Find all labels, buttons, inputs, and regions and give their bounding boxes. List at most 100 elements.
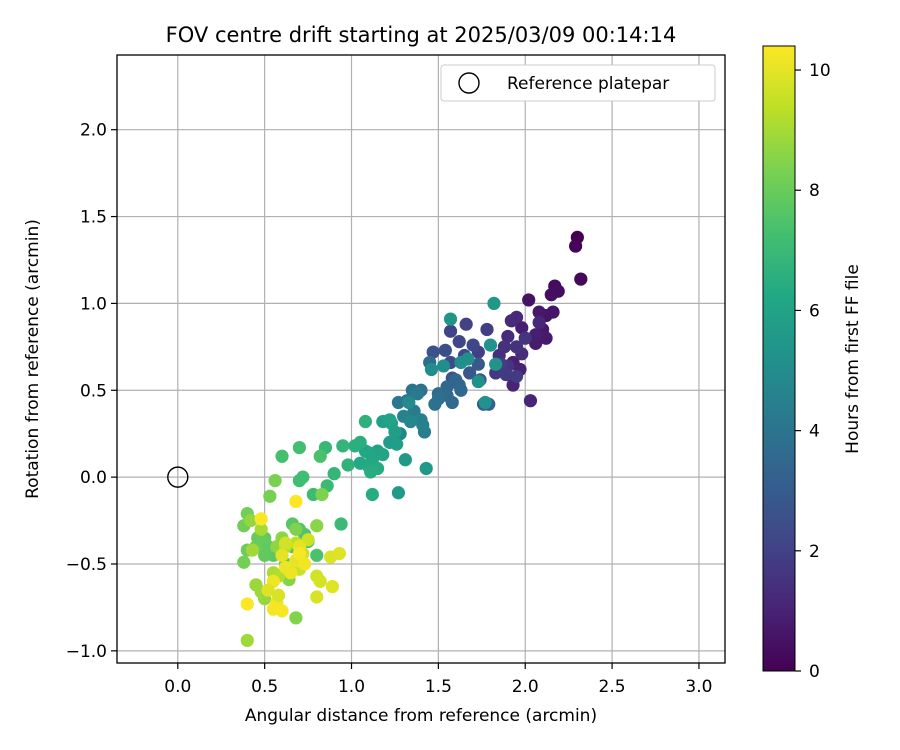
data-point [240, 597, 254, 611]
data-point [240, 633, 254, 648]
data-point [497, 340, 511, 354]
legend: Reference platepar [440, 64, 716, 102]
data-point [449, 373, 463, 387]
data-point [263, 489, 277, 503]
data-point [443, 312, 458, 326]
colorbar-tick-label: 10 [809, 61, 831, 81]
data-point [237, 555, 251, 569]
data-point [403, 414, 418, 429]
colorbar-tick-label: 0 [809, 662, 820, 682]
data-point [391, 486, 406, 500]
data-point [313, 449, 327, 463]
colorbar-label: Hours from first FF file [843, 264, 863, 454]
data-point [515, 321, 529, 335]
data-point [383, 413, 397, 427]
data-point [529, 328, 543, 342]
x-tick-label: 2.0 [512, 677, 539, 697]
data-point [289, 611, 303, 625]
data-point [424, 362, 439, 377]
data-point [390, 437, 404, 451]
reference-marker [167, 466, 189, 488]
data-point [298, 557, 312, 571]
y-tick-label: 2.0 [80, 121, 107, 141]
x-axis-ticks: 0.0 0.5 1.0 1.5 2.0 2.5 3.0 [164, 663, 712, 697]
data-point [289, 522, 303, 536]
data-point [499, 368, 513, 382]
data-point [258, 548, 272, 562]
data-point [466, 338, 480, 352]
colorbar-tick-label: 4 [809, 422, 820, 442]
x-tick-label: 3.0 [685, 677, 712, 697]
data-point [292, 546, 306, 561]
chart-title: FOV centre drift starting at 2025/03/09 … [166, 23, 677, 47]
y-axis-label: Rotation from reference (arcmin) [23, 219, 43, 499]
data-point [292, 474, 306, 488]
data-point [569, 239, 583, 253]
data-point [480, 322, 494, 337]
data-point [310, 548, 324, 562]
legend-marker-icon [458, 72, 480, 94]
legend-label: Reference platepar [507, 74, 669, 94]
colorbar-ticks: 0 2 4 6 8 10 [795, 61, 831, 682]
data-point [487, 296, 501, 311]
data-point [410, 387, 425, 401]
data-point [365, 487, 379, 502]
colorbar-tick-label: 6 [809, 301, 820, 321]
data-point [364, 465, 378, 479]
data-point [544, 288, 558, 302]
data-point [539, 331, 553, 345]
data-point [398, 453, 412, 467]
data-point [478, 395, 492, 410]
data-point [278, 536, 293, 550]
data-point [518, 331, 532, 345]
data-point [532, 305, 546, 319]
x-axis-label: Angular distance from reference (arcmin) [245, 706, 597, 726]
data-point [358, 414, 373, 429]
data-point [292, 440, 306, 455]
data-point [284, 566, 298, 580]
data-point [522, 293, 536, 307]
grid [117, 55, 725, 663]
data-point [310, 519, 324, 533]
data-point [546, 305, 560, 319]
data-point [268, 474, 282, 488]
data-point [489, 357, 503, 371]
data-point [275, 449, 289, 463]
data-point [483, 338, 498, 352]
data-point [254, 522, 268, 536]
data-point [454, 383, 468, 397]
data-point [245, 543, 260, 557]
y-tick-label: 1.0 [80, 294, 107, 314]
data-point [336, 439, 350, 453]
data-point [509, 340, 524, 354]
data-point [504, 314, 518, 328]
data-point [348, 439, 362, 453]
colorbar-gradient [762, 45, 796, 672]
data-point [334, 517, 348, 531]
y-tick-label: −1.0 [66, 642, 107, 662]
x-tick-label: 0.0 [164, 677, 191, 697]
legend-box [440, 64, 716, 102]
data-point [341, 458, 355, 472]
data-point [428, 397, 442, 411]
data-point [438, 343, 452, 357]
x-tick-label: 2.5 [599, 677, 626, 697]
x-tick-label: 1.0 [338, 677, 365, 697]
data-point [501, 329, 515, 344]
data-point [376, 447, 390, 462]
data-point [391, 395, 406, 410]
data-point [310, 590, 324, 604]
data-point [471, 374, 485, 389]
data-point [325, 579, 340, 594]
data-point [443, 324, 458, 338]
data-point [414, 413, 428, 427]
data-point [275, 548, 289, 562]
data-point [315, 487, 329, 502]
data-point [271, 588, 286, 602]
y-axis-ticks: −1.0 −0.5 0.0 0.5 1.0 1.5 2.0 [66, 121, 117, 662]
y-tick-label: 0.0 [80, 468, 107, 488]
data-point [332, 546, 346, 561]
data-point [523, 394, 538, 408]
data-point [452, 335, 466, 349]
